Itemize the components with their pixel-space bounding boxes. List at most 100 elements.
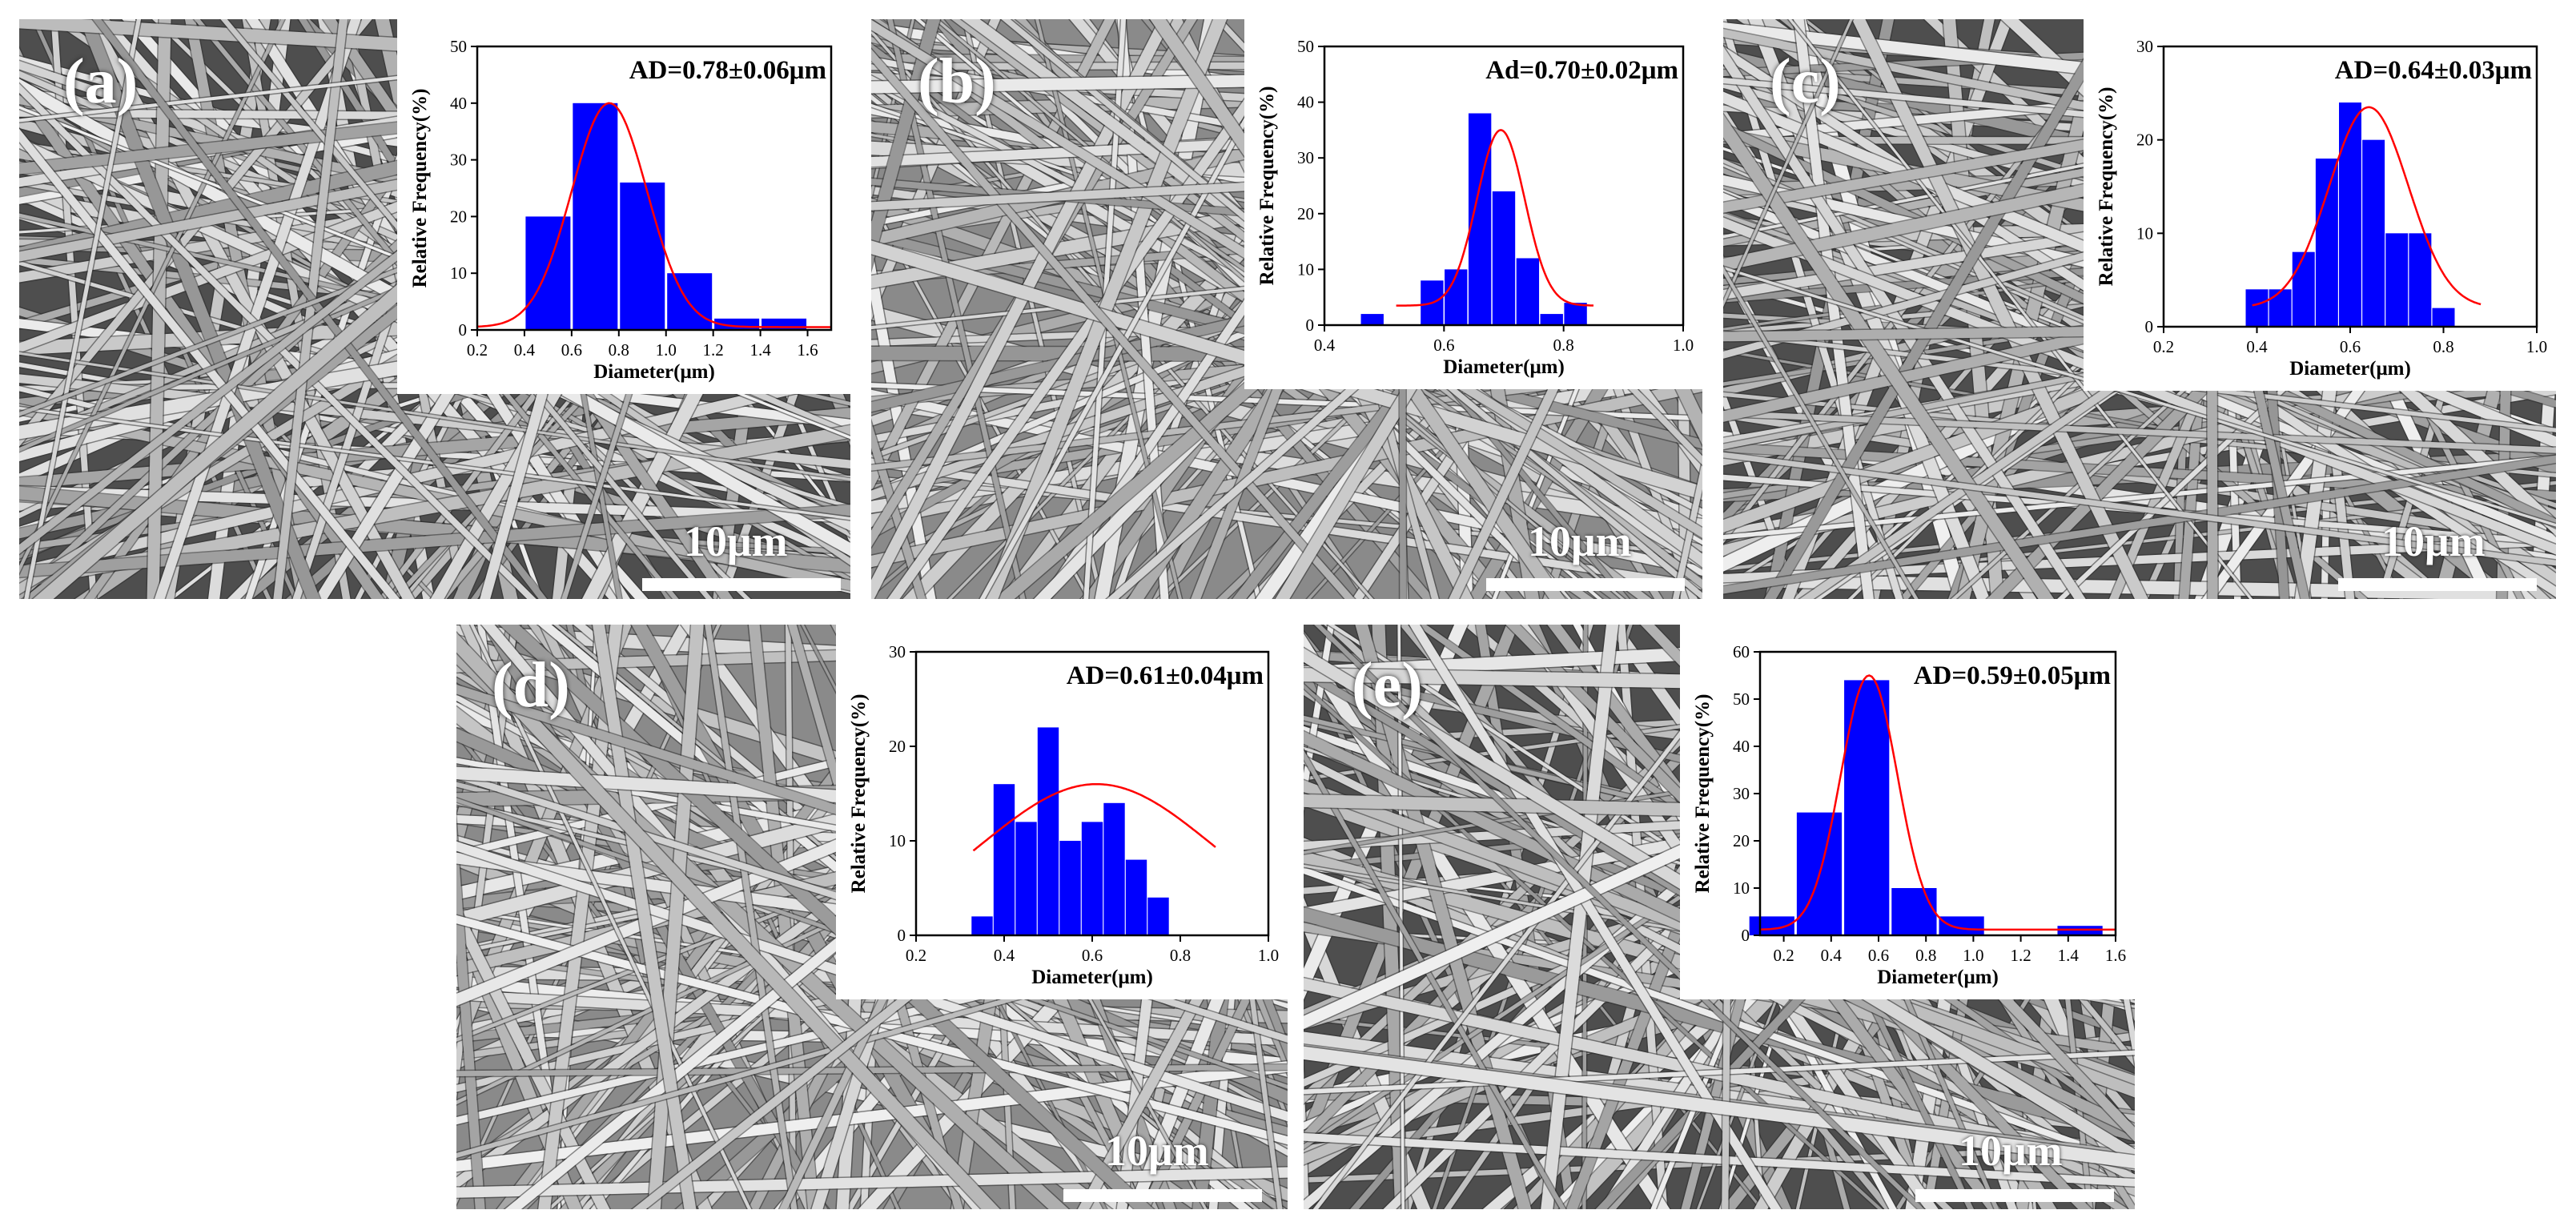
histogram-chart: 0.2 0.4 0.6 0.8 1.0 1.2 1.4 1.6 0 10 20 30 40 50 Diame… xyxy=(409,37,833,383)
panel-label: (a) xyxy=(63,46,139,117)
x-tick-label: 0.4 xyxy=(514,340,536,360)
gaussian-fit-curve xyxy=(1759,674,2116,931)
gaussian-fit-curve xyxy=(1396,129,1593,307)
panel-label: (b) xyxy=(918,46,996,117)
histogram-bar xyxy=(2339,103,2361,327)
scale-bar xyxy=(1063,1189,1262,1202)
x-axis-label: Diameter(μm) xyxy=(2289,358,2411,380)
panel-label: (e) xyxy=(1352,650,1423,721)
y-tick-label: 0 xyxy=(1306,316,1315,335)
histogram-bar xyxy=(993,784,1015,935)
x-tick-label: 0.2 xyxy=(2153,337,2174,356)
x-tick-label: 0.8 xyxy=(1915,946,1936,965)
histogram-bar xyxy=(2269,289,2292,327)
scale-label: 10μm xyxy=(1959,1127,2063,1175)
x-axis-label: Diameter(μm) xyxy=(593,361,715,383)
x-tick-label: 1.0 xyxy=(1963,946,1983,965)
histogram-bar xyxy=(1059,841,1081,935)
gaussian-fit-curve xyxy=(972,782,1216,852)
x-tick-label: 0.2 xyxy=(467,340,488,360)
x-tick-label: 0.4 xyxy=(1314,336,1336,355)
y-tick-label: 50 xyxy=(450,37,467,56)
x-tick-label: 0.2 xyxy=(1773,946,1794,965)
y-axis-label: Relative Frequency(%) xyxy=(1256,86,1278,286)
histogram-bar xyxy=(1147,897,1169,935)
x-tick-label: 1.0 xyxy=(1673,336,1694,355)
scale-bar xyxy=(642,578,841,591)
scale-bar xyxy=(1486,578,1685,591)
panel-label: (c) xyxy=(1770,46,1841,117)
x-tick-label: 1.6 xyxy=(2105,946,2126,965)
histogram-bar xyxy=(2362,139,2385,327)
y-tick-label: 20 xyxy=(450,207,467,226)
y-tick-label: 10 xyxy=(450,263,467,283)
scale-bar xyxy=(1915,1189,2114,1202)
y-tick-label: 20 xyxy=(1733,831,1750,850)
histogram-bar xyxy=(1360,314,1384,325)
scale-label: 10μm xyxy=(1528,517,1632,565)
scale-label: 10μm xyxy=(1105,1127,1209,1175)
histogram-bar xyxy=(2385,233,2409,327)
histogram-inset: 0.4 0.6 0.8 1.0 0 10 20 30 40 50 Diameter(μm) Relat… xyxy=(1244,19,1702,389)
histogram-bar xyxy=(2315,159,2338,327)
histogram-inset: 0.2 0.4 0.6 0.8 1.0 1.2 1.4 1.6 0 10 20 30 40 50 60 Dia… xyxy=(1680,625,2135,999)
histogram-inset: 0.2 0.4 0.6 0.8 1.0 0 10 20 30 Diameter(μm) Relati… xyxy=(2084,19,2556,391)
x-tick-label: 1.0 xyxy=(2526,337,2547,356)
x-tick-label: 0.6 xyxy=(561,340,582,360)
x-tick-label: 1.0 xyxy=(1258,946,1279,965)
y-tick-label: 30 xyxy=(2136,37,2153,56)
sem-panel-a: (a) 0.2 0.4 0.6 0.8 1.0 1.2 1.4 1.6 0 10 20 30 40 50 D… xyxy=(19,19,850,599)
y-tick-label: 30 xyxy=(1297,148,1314,167)
scale-bar xyxy=(2338,578,2537,591)
y-tick-label: 40 xyxy=(1733,737,1750,756)
histogram-bar xyxy=(762,318,807,330)
gaussian-fit-curve xyxy=(2252,106,2482,307)
histogram-bar xyxy=(573,103,618,331)
histogram-chart: 0.4 0.6 0.8 1.0 0 10 20 30 40 50 Diameter(μm) Relat… xyxy=(1256,37,1694,378)
y-tick-label: 30 xyxy=(889,642,906,661)
x-tick-label: 0.6 xyxy=(1433,336,1454,355)
y-tick-label: 40 xyxy=(450,94,467,113)
y-tick-label: 0 xyxy=(1742,926,1750,945)
scale-label: 10μm xyxy=(2381,517,2486,565)
x-tick-label: 0.8 xyxy=(1553,336,1574,355)
histogram-bar xyxy=(667,273,713,330)
histogram-bar xyxy=(620,182,665,330)
histogram-chart: 0.2 0.4 0.6 0.8 1.0 0 10 20 30 Diameter(μm) Relati… xyxy=(2096,37,2547,380)
histogram-bar xyxy=(1081,822,1103,935)
histogram-bar xyxy=(1445,269,1468,325)
histogram-bar xyxy=(1516,258,1540,325)
histogram-bar xyxy=(1891,888,1937,935)
y-tick-label: 10 xyxy=(1297,259,1314,279)
x-tick-label: 1.6 xyxy=(797,340,818,360)
y-tick-label: 50 xyxy=(1733,689,1750,709)
x-tick-label: 0.4 xyxy=(2246,337,2268,356)
x-tick-label: 1.2 xyxy=(2010,946,2031,965)
average-diameter-annotation: AD=0.59±0.05μm xyxy=(1914,661,2111,690)
y-tick-label: 20 xyxy=(1297,204,1314,223)
sem-panel-b: (b) 0.4 0.6 0.8 1.0 0 10 20 30 40 50 Diameter(μm) R… xyxy=(871,19,1702,599)
y-tick-label: 10 xyxy=(1733,878,1750,898)
x-tick-label: 0.2 xyxy=(906,946,926,965)
histogram-bar xyxy=(1939,916,1984,935)
x-tick-label: 1.0 xyxy=(656,340,677,360)
average-diameter-annotation: Ad=0.70±0.02μm xyxy=(1485,56,1678,85)
y-tick-label: 20 xyxy=(889,737,906,756)
average-diameter-annotation: AD=0.61±0.04μm xyxy=(1067,661,1264,690)
x-tick-label: 0.8 xyxy=(609,340,629,360)
x-axis-label: Diameter(μm) xyxy=(1031,967,1153,988)
histogram-bar xyxy=(2245,289,2269,327)
histogram-bar xyxy=(1540,314,1563,325)
y-tick-label: 0 xyxy=(2145,317,2154,336)
x-tick-label: 0.8 xyxy=(1170,946,1191,965)
x-tick-label: 0.8 xyxy=(2433,337,2453,356)
x-tick-label: 0.4 xyxy=(994,946,1015,965)
sem-panel-c: (c) 0.2 0.4 0.6 0.8 1.0 0 10 20 30 Diameter(μm) Re… xyxy=(1723,19,2556,599)
histogram-bar xyxy=(1492,191,1516,325)
histogram-bar xyxy=(1125,859,1147,935)
y-tick-label: 30 xyxy=(450,151,467,170)
y-tick-label: 10 xyxy=(889,831,906,850)
panel-label: (d) xyxy=(492,650,570,721)
histogram-bar xyxy=(2292,251,2315,327)
histogram-bar xyxy=(525,216,571,330)
